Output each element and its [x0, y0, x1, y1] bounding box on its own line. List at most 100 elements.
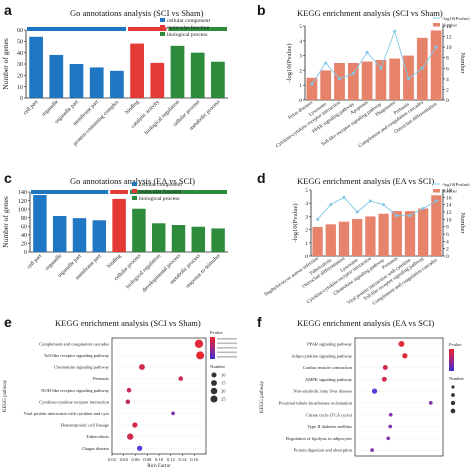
- y-tick-label: 5: [299, 24, 302, 30]
- y2-tick-label: 8: [446, 225, 449, 231]
- x-tick-label: 0.14: [178, 457, 187, 462]
- chart-title: KEGG enrichment analysis (EA vs SCI): [297, 318, 435, 328]
- y-tick-label: 4: [299, 39, 302, 45]
- y-axis-label: Number of genes: [1, 38, 10, 90]
- y-axis-label: KEGG pathway: [260, 380, 265, 413]
- legend-label: cellular component: [167, 18, 210, 24]
- color-legend-tick-label: [217, 351, 237, 354]
- data-point: [370, 448, 374, 452]
- y-tick-label: 1: [299, 83, 302, 89]
- x-tick-label: 0.02: [108, 457, 117, 462]
- line-point: [434, 45, 438, 49]
- bar: [132, 208, 146, 252]
- line-point: [368, 199, 372, 203]
- y-tick-label: Cardiac muscle contraction: [303, 365, 353, 370]
- bar: [72, 218, 87, 252]
- panel-e: e KEGG enrichment analysis (SCI vs Sham)…: [0, 312, 237, 474]
- size-legend-dot: [211, 380, 217, 386]
- panel-label: f: [257, 314, 262, 330]
- y-tick-label: Type II diabetes mellitus: [307, 424, 352, 429]
- x-tick-label: biological regulation: [144, 99, 181, 136]
- x-tick-label: 0.04: [120, 457, 129, 462]
- panel-label: b: [257, 2, 266, 18]
- line-point: [316, 217, 320, 221]
- bar: [365, 216, 376, 256]
- y-tick-label: Viral protein interaction with cytokine …: [24, 411, 110, 416]
- y2-tick-label: 4: [446, 77, 449, 83]
- bar: [389, 58, 401, 100]
- bar: [430, 30, 442, 100]
- legend-label: cellular component: [139, 182, 182, 188]
- chart-a: 0 10 20 30 40 50 60 Number of genes cell part org…: [1, 18, 228, 147]
- panel-label: a: [4, 2, 12, 18]
- bar: [69, 64, 84, 98]
- legend-label: -log10(Pvalue): [442, 182, 470, 187]
- y-tick-label: PPAR signaling pathway: [307, 342, 353, 347]
- y2-tick-label: 14: [446, 24, 452, 30]
- number-line: [317, 196, 437, 220]
- y2-tick-label: 6: [446, 232, 449, 238]
- y2-tick-label: 0: [446, 254, 449, 260]
- legend-swatch: [160, 18, 165, 22]
- data-point: [196, 351, 205, 360]
- data-point: [388, 412, 393, 417]
- y2-tick-label: 8: [446, 56, 449, 62]
- bar: [92, 220, 107, 252]
- size-legend-dot: [450, 408, 456, 414]
- size-legend-label: 25: [221, 397, 226, 402]
- color-legend-bar: [210, 337, 215, 359]
- data-point: [398, 340, 405, 347]
- y-tick-label: Proximal tubule bicarbonate reclamation: [279, 401, 353, 406]
- panel-label: c: [4, 170, 12, 186]
- y-tick-label: NOD-like receptor signaling pathway: [41, 388, 110, 393]
- line-point: [395, 214, 399, 218]
- bar: [29, 36, 43, 98]
- data-point: [178, 376, 184, 381]
- y-tick-label: Cytokine-cytokine receptor interaction: [39, 399, 109, 404]
- size-legend-dot: [450, 400, 456, 406]
- x-tick-label: cell part: [26, 253, 43, 270]
- panel-d: d KEGG enrichment analysis (EA vs SCI) 0…: [237, 168, 474, 306]
- bar: [431, 195, 442, 256]
- line-point: [324, 61, 328, 65]
- y-tick-label: Chemokine signaling pathway: [54, 365, 109, 370]
- legend-label: -log10(Pvalue): [442, 16, 470, 21]
- x-tick-label: binding: [124, 99, 140, 115]
- group-bracket: [110, 190, 128, 194]
- y2-axis-label: Number: [459, 212, 466, 234]
- y2-axis-label: Number: [459, 52, 466, 74]
- bar: [404, 211, 416, 256]
- color-legend-tick-label: [217, 342, 237, 345]
- bar: [334, 63, 345, 100]
- data-point: [132, 422, 138, 428]
- group-bracket: [128, 27, 167, 31]
- chart-title: Go annotations analysis (SCI vs Sham): [70, 8, 204, 18]
- y-tick-label: 60: [21, 224, 27, 230]
- data-point: [125, 399, 131, 405]
- size-legend-label: 15: [221, 381, 226, 386]
- color-legend-title: Pvalue: [449, 342, 462, 347]
- y-tick-label: Non-alcoholic fatty liver disease: [293, 389, 352, 394]
- y2-tick-label: 14: [446, 203, 452, 209]
- color-legend-tick-label: [217, 338, 237, 340]
- y2-tick-label: 4: [446, 239, 449, 245]
- legend-swatch: [160, 32, 165, 36]
- size-legend-dot: [451, 393, 455, 397]
- y2-tick-label: 6: [446, 66, 449, 72]
- bar: [170, 45, 185, 98]
- y-tick-label: AMPK signaling pathway: [305, 377, 353, 382]
- chart-f: PPAR signaling pathway Adipocytokine sign…: [260, 337, 465, 457]
- y-tick-label: Hematopoietic cell lineage: [61, 423, 109, 428]
- y-tick-label: Adipocytokine signaling pathway: [291, 353, 352, 358]
- x-tick-label: cell part: [22, 99, 39, 116]
- size-legend-dot: [211, 372, 217, 378]
- legend-swatch: [132, 189, 137, 193]
- panel-label: d: [257, 170, 266, 186]
- legend-swatch: [132, 196, 137, 200]
- bar: [325, 224, 336, 256]
- x-tick-label: binding: [106, 253, 122, 269]
- line-point: [379, 66, 383, 70]
- data-point: [388, 424, 393, 429]
- bar: [52, 216, 67, 252]
